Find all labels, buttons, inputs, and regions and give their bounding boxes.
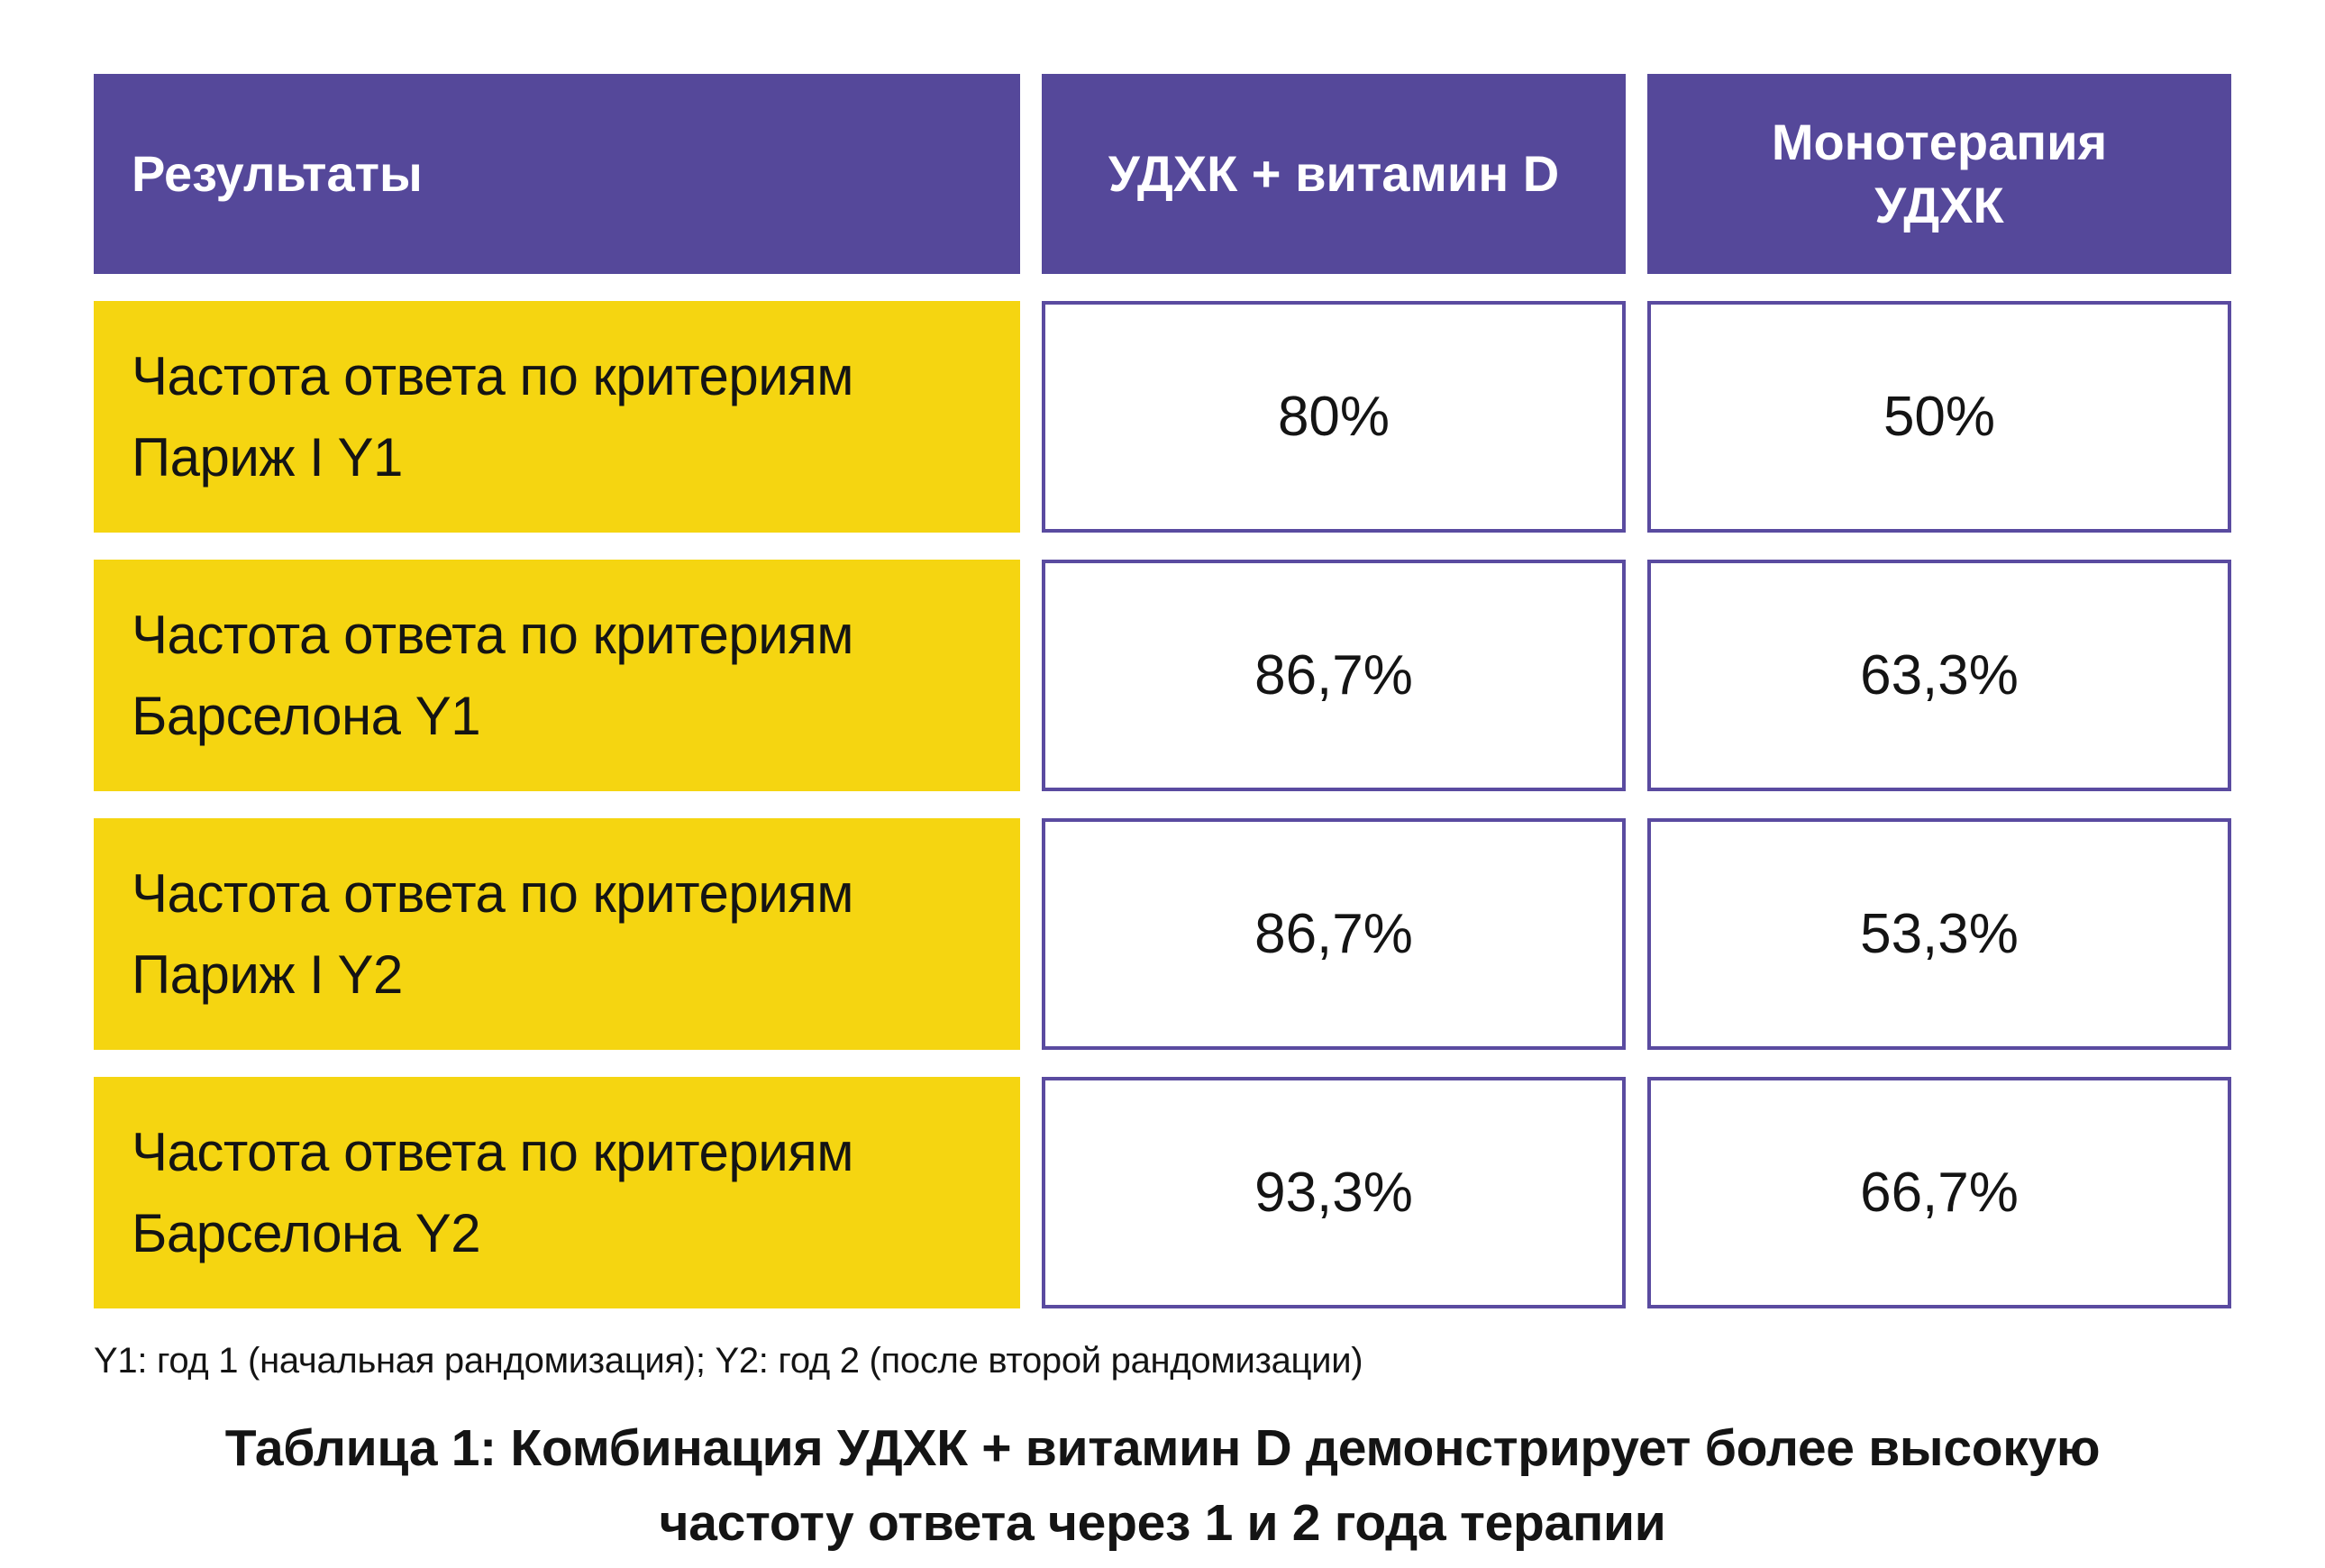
- value-combo-barcelona-y2-text: 93,3%: [1254, 1162, 1413, 1224]
- results-table: Результаты УДХК + витамин D Монотерапия …: [94, 74, 2231, 1308]
- header-cell-monotherapy-udhk: Монотерапия УДХК: [1647, 74, 2231, 274]
- value-mono-paris-y1: 50%: [1647, 301, 2231, 533]
- row-label-barcelona-y2: Частота ответа по критериям Барселона Y2: [94, 1077, 1020, 1308]
- table-caption: Таблица 1: Комбинация УДХК + витамин D д…: [224, 1419, 2101, 1552]
- value-mono-barcelona-y1-text: 63,3%: [1860, 644, 2019, 707]
- row-label-paris-y2-text: Частота ответа по критериям Париж I Y2: [132, 862, 853, 1005]
- value-combo-paris-y1-text: 80%: [1277, 386, 1390, 448]
- header-results-label: Результаты: [132, 145, 423, 202]
- value-mono-barcelona-y2-text: 66,7%: [1860, 1162, 2019, 1224]
- value-combo-barcelona-y2: 93,3%: [1042, 1077, 1626, 1308]
- row-label-paris-y1: Частота ответа по критериям Париж I Y1: [94, 301, 1020, 533]
- row-label-barcelona-y1-text: Частота ответа по критериям Барселона Y1: [132, 604, 853, 746]
- header-cell-results: Результаты: [94, 74, 1020, 274]
- value-combo-paris-y2: 86,7%: [1042, 818, 1626, 1050]
- value-mono-barcelona-y1: 63,3%: [1647, 560, 2231, 791]
- value-mono-paris-y2-text: 53,3%: [1860, 903, 2019, 965]
- footnote: Y1: год 1 (начальная рандомизация); Y2: …: [94, 1341, 1363, 1381]
- row-label-paris-y2: Частота ответа по критериям Париж I Y2: [94, 818, 1020, 1050]
- row-label-paris-y1-text: Частота ответа по критериям Париж I Y1: [132, 345, 853, 488]
- value-mono-paris-y1-text: 50%: [1883, 386, 1996, 448]
- header-monotherapy-udhk-label: Монотерапия УДХК: [1771, 114, 2108, 233]
- value-combo-barcelona-y1-text: 86,7%: [1254, 644, 1413, 707]
- row-label-barcelona-y1: Частота ответа по критериям Барселона Y1: [94, 560, 1020, 791]
- value-combo-paris-y1: 80%: [1042, 301, 1626, 533]
- value-mono-barcelona-y2: 66,7%: [1647, 1077, 2231, 1308]
- value-mono-paris-y2: 53,3%: [1647, 818, 2231, 1050]
- row-label-barcelona-y2-text: Частота ответа по критериям Барселона Y2: [132, 1121, 853, 1263]
- value-combo-paris-y2-text: 86,7%: [1254, 903, 1413, 965]
- value-combo-barcelona-y1: 86,7%: [1042, 560, 1626, 791]
- header-cell-udhk-vitamin-d: УДХК + витамин D: [1042, 74, 1626, 274]
- header-udhk-vitamin-d-label: УДХК + витамин D: [1108, 145, 1560, 202]
